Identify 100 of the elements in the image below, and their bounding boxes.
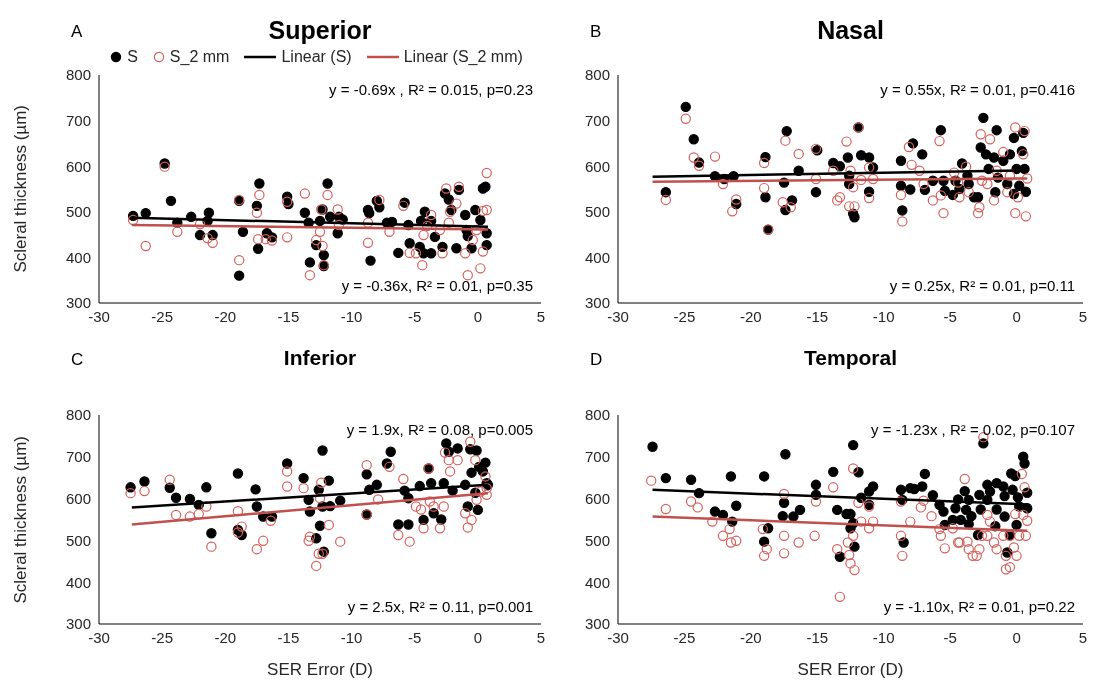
chart-title: Superior	[267, 16, 373, 45]
point	[415, 504, 427, 515]
annotation: y = 0.25x, R² = 0.01, p=0.11	[889, 277, 1075, 294]
point	[251, 207, 263, 218]
x-tick-label: -20	[214, 628, 237, 646]
point	[281, 232, 293, 243]
point	[372, 494, 384, 505]
point	[465, 436, 476, 447]
point	[252, 233, 264, 245]
point	[462, 269, 473, 281]
point	[481, 482, 492, 494]
point	[202, 233, 213, 244]
point	[477, 205, 489, 217]
text: D	[590, 350, 603, 370]
point	[425, 209, 437, 221]
annotation: y = -0.36x, R² = 0.01, p=0.35	[341, 277, 533, 294]
point	[438, 501, 449, 512]
point	[467, 234, 479, 246]
point	[251, 543, 263, 555]
point	[444, 466, 456, 477]
point	[314, 492, 326, 504]
point	[451, 198, 462, 209]
x-tick-label: -5	[943, 307, 957, 325]
x-tick-label: 5	[536, 628, 546, 646]
chart-title: Inferior	[282, 346, 358, 370]
point	[471, 494, 482, 506]
point	[193, 508, 204, 520]
point	[332, 204, 343, 215]
point	[281, 466, 293, 477]
point	[466, 514, 477, 526]
point	[417, 259, 428, 271]
y-tick-label: 600	[584, 157, 610, 175]
point	[206, 541, 217, 552]
point	[475, 486, 486, 497]
y-tick-label: 700	[584, 111, 610, 129]
point	[404, 536, 415, 547]
x-tick-label: 5	[536, 307, 546, 325]
point	[233, 254, 245, 266]
y-tick-label: 500	[584, 531, 610, 549]
point	[207, 237, 218, 249]
y-tick-label: 600	[65, 157, 91, 175]
point	[481, 489, 492, 501]
y-tick-label: 400	[65, 248, 91, 266]
chart-title: Nasal	[816, 16, 885, 45]
y-tick-label: 800	[65, 66, 91, 84]
y-tick-label: 600	[584, 489, 610, 507]
point	[480, 471, 491, 482]
x-tick-label: -30	[88, 307, 110, 325]
x-tick-label: -20	[740, 628, 762, 646]
point	[441, 183, 452, 194]
text: A	[71, 22, 83, 42]
point	[422, 220, 433, 232]
point	[313, 548, 324, 559]
x-tick-label: -30	[607, 307, 629, 325]
x-tick-label: -15	[277, 628, 300, 646]
point	[481, 204, 492, 216]
point	[125, 487, 136, 499]
point	[236, 521, 247, 532]
x-tick-label: -20	[740, 307, 762, 325]
point	[470, 454, 481, 466]
point	[393, 529, 404, 541]
x-tick-label: -25	[673, 628, 696, 646]
x-tick-label: -30	[607, 628, 629, 646]
annotation: y = -1.23x , R² = 0.02, p=0.107	[871, 421, 1075, 438]
point	[184, 511, 196, 522]
x-tick-label: -15	[277, 307, 300, 325]
point	[254, 189, 265, 201]
point	[257, 535, 269, 547]
legend-label: S_2 mm	[169, 48, 230, 66]
y-tick-label: 500	[65, 531, 91, 549]
x-tick-label: -25	[673, 307, 696, 325]
y-tick-label: 700	[65, 111, 91, 129]
x-tick-label: 5	[1078, 307, 1088, 325]
x-tick-label: -20	[214, 307, 237, 325]
point	[362, 217, 374, 228]
y-tick-label: 300	[65, 615, 91, 633]
chart-title: Temporal	[803, 346, 898, 370]
x-tick-label: 0	[473, 628, 483, 646]
text: C	[71, 350, 84, 370]
y-tick-label: 400	[584, 248, 610, 266]
x-tick-label: -25	[151, 628, 173, 646]
annotation: y = -0.69x , R² = 0.015, p=0.23	[329, 81, 533, 98]
point	[172, 226, 183, 238]
y-tick-label: 400	[65, 573, 91, 591]
point	[443, 454, 455, 466]
point	[428, 501, 439, 512]
y-tick-label: 400	[584, 573, 610, 591]
y-tick-label: 500	[65, 203, 91, 221]
point	[304, 269, 316, 281]
y-axis-title: Scleral thickness (µm)	[11, 105, 31, 273]
text: B	[590, 22, 602, 42]
point	[398, 200, 409, 212]
point	[317, 240, 328, 252]
x-tick-label: -10	[340, 307, 363, 325]
point	[170, 509, 182, 521]
x-axis-title: SER Error (D)	[267, 660, 373, 679]
point	[164, 474, 175, 485]
point	[443, 217, 455, 228]
x-tick-label: -30	[88, 628, 110, 646]
x-tick-label: 0	[473, 307, 483, 325]
